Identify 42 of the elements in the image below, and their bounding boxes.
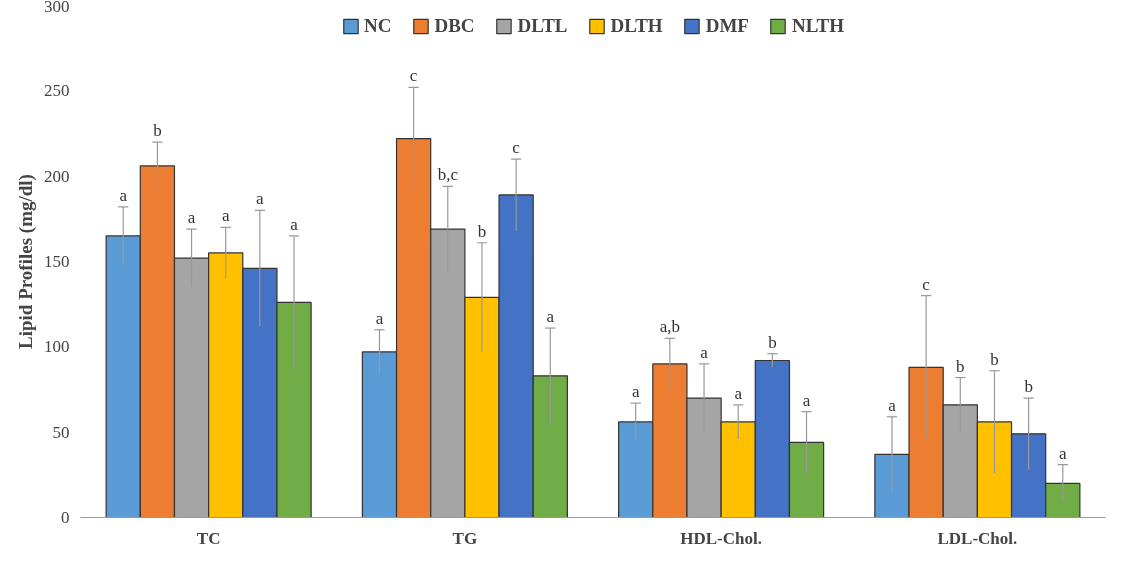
x-tick-label: LDL-Chol. (937, 528, 1018, 548)
legend-label: DMF (705, 15, 749, 37)
annotation: c (922, 274, 931, 294)
y-tick-label: 0 (61, 508, 70, 527)
annotation: b (990, 349, 999, 369)
annotation: a (187, 208, 196, 228)
y-tick-label: 100 (44, 337, 70, 357)
y-tick-label: 50 (52, 422, 70, 442)
y-tick-label: 300 (44, 0, 70, 16)
annotation: a (802, 390, 811, 410)
annotation: a (119, 185, 128, 205)
annotation: a,b (659, 317, 681, 337)
annotation: a (888, 395, 897, 415)
annotation: a (1059, 443, 1068, 463)
annotation: b (153, 121, 162, 141)
legend-label: NLTH (791, 15, 845, 37)
annotation: b,c (437, 165, 459, 185)
y-tick-label: 200 (44, 166, 70, 186)
x-tick-label: HDL-Chol. (680, 528, 762, 548)
annotation: b (956, 356, 965, 376)
x-tick-label: TC (196, 528, 221, 548)
x-tick-label: TG (452, 528, 478, 548)
annotation: a (221, 206, 230, 226)
y-tick-label: 250 (44, 81, 70, 101)
annotation: c (409, 66, 418, 86)
annotation: a (734, 383, 743, 403)
y-axis-title: Lipid Profiles (mg/dl) (15, 174, 37, 349)
annotation: c (512, 138, 521, 158)
annotation: b (1024, 377, 1033, 397)
annotation: a (700, 342, 709, 362)
annotation: a (631, 382, 640, 402)
legend-label: DBC (434, 15, 475, 37)
annotation: a (290, 214, 299, 234)
annotation: a (256, 189, 265, 209)
annotation: b (768, 332, 777, 352)
y-tick-label: 150 (44, 252, 70, 271)
legend-label: NC (363, 15, 392, 37)
annotation: b (477, 221, 487, 241)
legend-label: DLTL (517, 15, 568, 37)
annotation: a (546, 307, 555, 327)
annotation: a (375, 308, 384, 328)
legend-label: DLTH (610, 15, 663, 37)
